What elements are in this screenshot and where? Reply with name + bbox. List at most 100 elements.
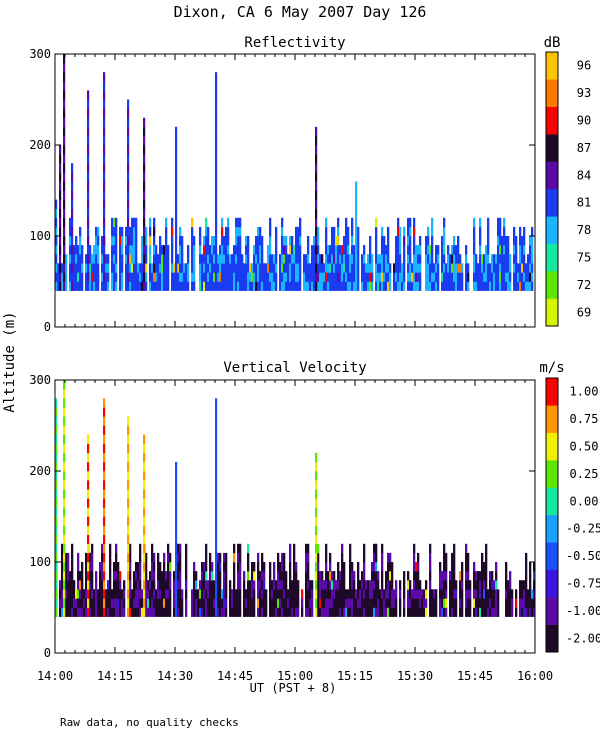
heatmap-cell xyxy=(445,589,448,599)
plume-cell xyxy=(127,281,130,291)
heatmap-cell xyxy=(395,254,398,264)
heatmap-cell xyxy=(373,598,376,608)
heatmap-cell xyxy=(81,598,84,608)
plume-cell xyxy=(355,254,358,264)
heatmap-cell xyxy=(259,226,262,237)
heatmap-cell xyxy=(217,598,220,608)
heatmap-cell xyxy=(219,571,222,581)
heatmap-cell xyxy=(195,580,198,590)
heatmap-cell xyxy=(489,598,492,608)
y-tick-label: 0 xyxy=(44,646,51,660)
plume-cell xyxy=(143,145,146,155)
heatmap-cell xyxy=(427,263,430,273)
heatmap-cell xyxy=(263,580,266,590)
heatmap-cell xyxy=(179,263,182,273)
heatmap-cell xyxy=(385,263,388,273)
plume-cell xyxy=(215,281,218,291)
heatmap-cell xyxy=(521,580,524,590)
heatmap-cell xyxy=(123,598,126,608)
heatmap-cell xyxy=(349,263,352,273)
heatmap-cell xyxy=(249,272,252,282)
heatmap-cell xyxy=(185,552,188,563)
plume-cell xyxy=(59,190,62,200)
heatmap-cell xyxy=(491,589,494,599)
heatmap-cell xyxy=(325,589,328,599)
heatmap-cell xyxy=(457,272,460,282)
heatmap-cell xyxy=(241,272,244,282)
plume-cell xyxy=(63,208,66,219)
heatmap-cell xyxy=(79,245,82,255)
heatmap-cell xyxy=(257,607,260,617)
plume-cell xyxy=(315,145,318,155)
plume-cell xyxy=(127,245,130,255)
heatmap-cell xyxy=(509,607,512,617)
heatmap-cell xyxy=(433,598,436,608)
heatmap-cell xyxy=(209,589,212,599)
heatmap-cell xyxy=(369,272,372,282)
heatmap-cell xyxy=(333,245,336,255)
colorbar-swatch xyxy=(546,134,558,162)
heatmap-cell xyxy=(161,607,164,617)
plume-cell xyxy=(71,281,74,291)
plume-cell xyxy=(127,434,130,444)
heatmap-cell xyxy=(115,598,118,608)
heatmap-cell xyxy=(359,598,362,608)
heatmap-cell xyxy=(95,245,98,255)
plume-cell xyxy=(215,598,218,608)
heatmap-cell xyxy=(209,552,212,563)
heatmap-cell xyxy=(497,607,500,617)
heatmap-cell xyxy=(347,281,350,291)
heatmap-cell xyxy=(209,245,212,255)
heatmap-cell xyxy=(503,226,506,237)
heatmap-cell xyxy=(113,562,116,572)
heatmap-cell xyxy=(325,562,328,572)
heatmap-cell xyxy=(339,272,342,282)
heatmap-cell xyxy=(275,236,278,246)
plume-cell xyxy=(103,534,106,545)
heatmap-cell xyxy=(343,236,346,246)
heatmap-cell xyxy=(107,598,110,608)
plume-cell xyxy=(63,99,66,109)
heatmap-cell xyxy=(93,263,96,273)
heatmap-cell xyxy=(379,598,382,608)
plume-cell xyxy=(215,480,218,490)
colorbar-swatch xyxy=(546,271,558,299)
heatmap-cell xyxy=(421,589,424,599)
heatmap-cell xyxy=(247,272,250,282)
heatmap-cell xyxy=(93,254,96,264)
heatmap-cell xyxy=(247,245,250,255)
heatmap-cell xyxy=(95,236,98,246)
heatmap-cell xyxy=(519,580,522,590)
heatmap-cell xyxy=(145,245,148,255)
heatmap-cell xyxy=(81,254,84,264)
heatmap-cell xyxy=(249,598,252,608)
heatmap-cell xyxy=(251,571,254,581)
plume-cell xyxy=(215,236,218,246)
heatmap-cell xyxy=(181,245,184,255)
plume-cell xyxy=(103,552,106,563)
heatmap-cell xyxy=(373,589,376,599)
heatmap-cell xyxy=(157,607,160,617)
heatmap-cell xyxy=(301,589,304,599)
plume-cell xyxy=(315,217,318,228)
heatmap-cell xyxy=(351,589,354,599)
heatmap-cell xyxy=(259,589,262,599)
heatmap-cell xyxy=(329,245,332,255)
plume-cell xyxy=(127,126,130,137)
heatmap-cell xyxy=(485,281,488,291)
heatmap-cell xyxy=(119,226,122,237)
plume-cell xyxy=(175,489,178,499)
heatmap-cell xyxy=(359,607,362,617)
heatmap-cell xyxy=(325,598,328,608)
heatmap-cell xyxy=(333,607,336,617)
heatmap-cell xyxy=(477,272,480,282)
heatmap-cell xyxy=(271,272,274,282)
heatmap-cell xyxy=(247,236,250,246)
plume-cell xyxy=(127,99,130,109)
heatmap-cell xyxy=(409,226,412,237)
heatmap-cell xyxy=(387,562,390,572)
heatmap-cell xyxy=(227,263,230,273)
heatmap-cell xyxy=(199,263,202,273)
plume-cell xyxy=(87,208,90,219)
